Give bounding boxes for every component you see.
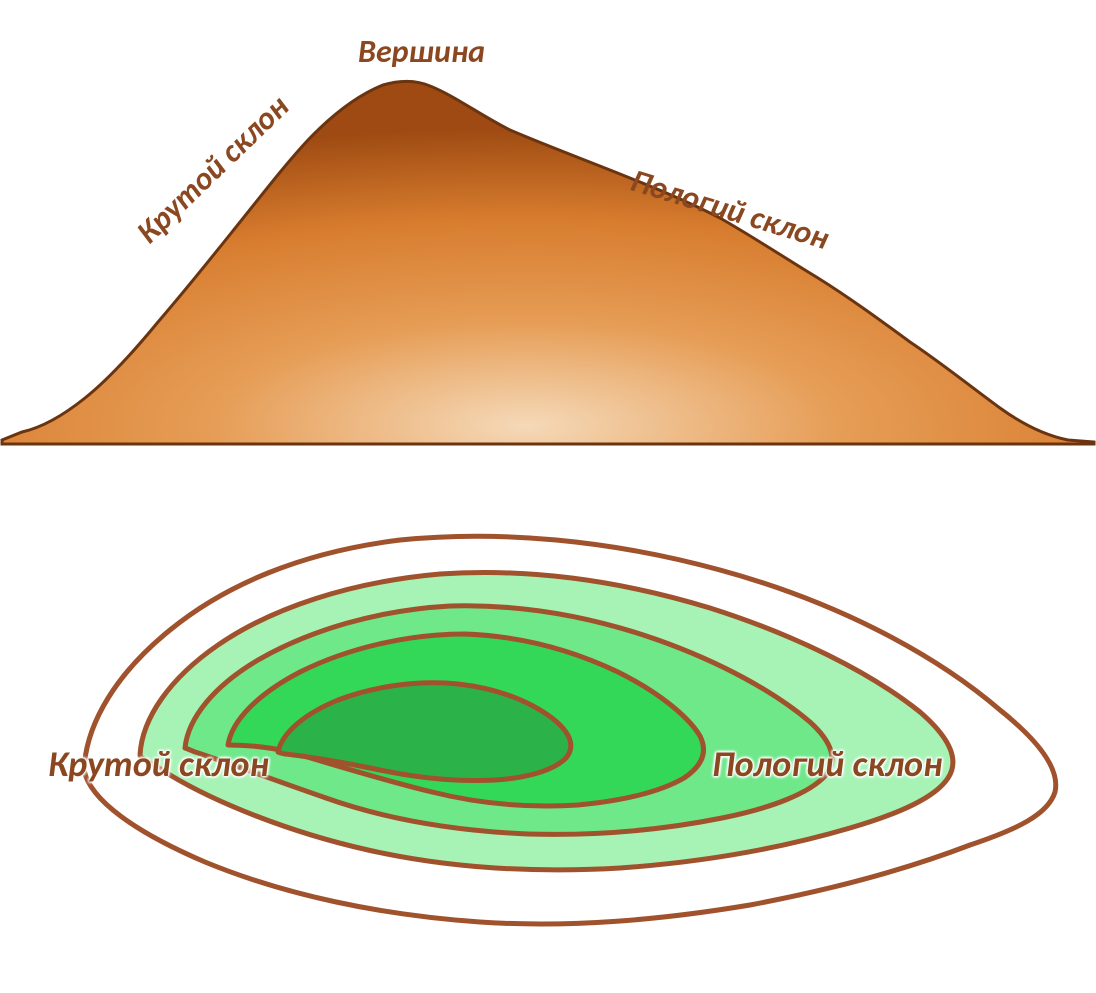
contour-map-diagram — [0, 0, 1096, 993]
gentle-slope-label-bottom: Пологий склон — [712, 742, 943, 786]
steep-slope-label-bottom: Крутой склон — [48, 742, 269, 786]
